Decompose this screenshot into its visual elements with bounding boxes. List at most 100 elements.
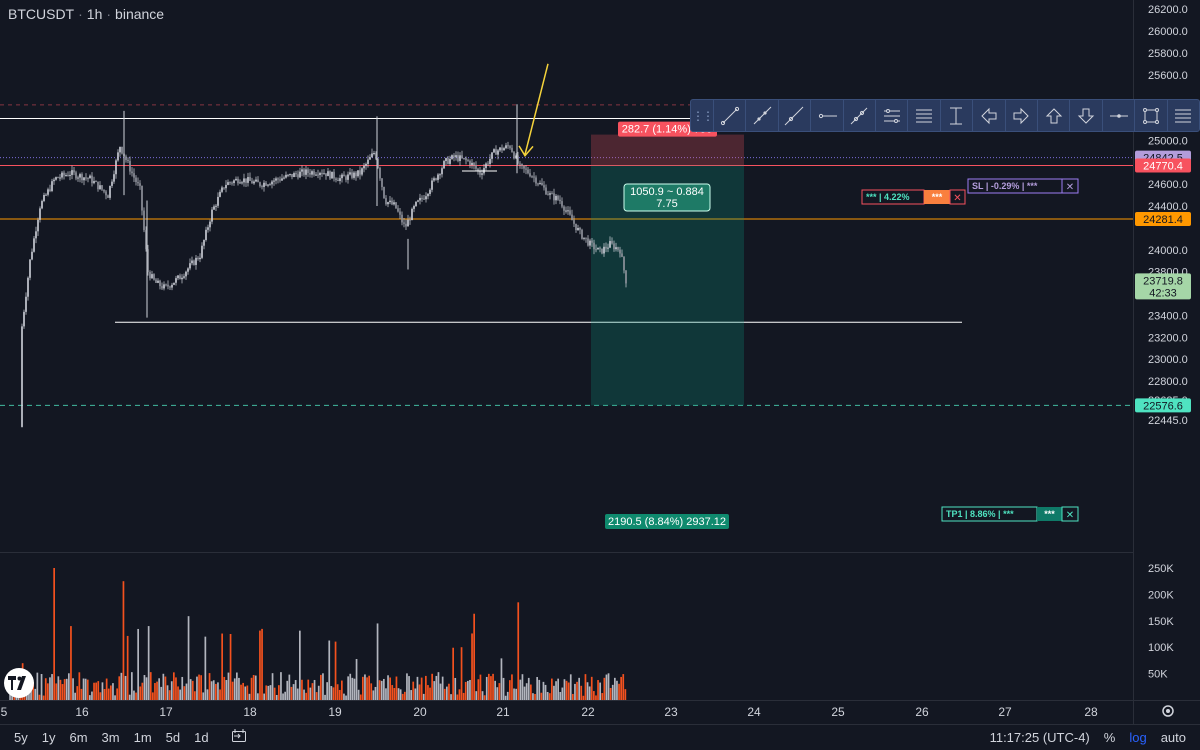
- candle-body: [567, 210, 569, 212]
- auto-toggle[interactable]: auto: [1160, 730, 1186, 745]
- candle-body: [617, 247, 619, 250]
- timeframe-3m[interactable]: 3m: [101, 730, 120, 745]
- timeframe-1d[interactable]: 1d: [194, 730, 209, 745]
- candle-body: [319, 172, 321, 176]
- candle-body: [619, 249, 621, 254]
- candle-body: [199, 257, 201, 260]
- parallel-channel-icon[interactable]: [874, 100, 907, 131]
- candle-body: [555, 195, 557, 201]
- arrow-right-icon[interactable]: [1004, 100, 1037, 131]
- volume-bar: [317, 685, 320, 700]
- volume-bar: [521, 674, 524, 700]
- arrow-up-icon[interactable]: [1037, 100, 1069, 131]
- volume-bar: [353, 678, 356, 700]
- volume-bar: [288, 674, 291, 700]
- time-tick-label: 5: [1, 705, 8, 719]
- horizontal-ray-icon[interactable]: [810, 100, 842, 131]
- volume-bar: [538, 679, 541, 700]
- timeframe-5d[interactable]: 5d: [165, 730, 181, 745]
- horizontal-line-icon[interactable]: [1101, 100, 1134, 131]
- candle-body: [597, 247, 599, 250]
- candle-body: [625, 270, 627, 284]
- clock-timezone[interactable]: 11:17:25 (UTC-4): [989, 730, 1090, 745]
- regression-trend-icon[interactable]: [907, 100, 939, 131]
- candle-body: [375, 153, 377, 159]
- entry-order-more-box[interactable]: [924, 190, 950, 204]
- candle-body: [585, 237, 587, 239]
- price-tick-label: 25800.0: [1148, 48, 1188, 60]
- ray-tool-icon[interactable]: [745, 100, 777, 131]
- candle-body: [79, 174, 81, 178]
- volume-bar: [519, 679, 522, 700]
- candle-body: [27, 277, 29, 297]
- volume-bar: [332, 687, 335, 700]
- timeframe-6m[interactable]: 6m: [69, 730, 88, 745]
- candle-body: [549, 193, 551, 195]
- candle-body: [153, 274, 155, 280]
- volume-bar: [124, 675, 127, 700]
- volume-bar: [278, 685, 280, 700]
- candle-body: [163, 284, 165, 289]
- tp-order-close-button[interactable]: [1061, 506, 1079, 522]
- candle-body: [233, 180, 235, 184]
- candle-body: [327, 171, 329, 177]
- tp-order-more-box[interactable]: [1037, 507, 1062, 521]
- fib-retracement-icon[interactable]: [1166, 100, 1199, 131]
- entry-order-close-button[interactable]: [949, 189, 966, 205]
- volume-bar: [412, 681, 415, 700]
- volume-bar: [49, 677, 51, 700]
- symbol-name[interactable]: BTCUSDT: [8, 6, 75, 22]
- timeframe-1y[interactable]: 1y: [41, 730, 56, 745]
- volume-bar: [534, 693, 536, 700]
- rectangle-icon[interactable]: [1134, 100, 1166, 131]
- drawing-toolbar[interactable]: ⋮⋮: [690, 99, 1200, 132]
- extended-line-icon[interactable]: [777, 100, 810, 131]
- volume-bar: [267, 685, 270, 700]
- tp-order-tag: TP1 | 8.86% | ***: [946, 509, 1014, 519]
- volume-bar: [122, 581, 125, 700]
- candle-body: [531, 176, 533, 178]
- volume-bar: [574, 683, 576, 700]
- candle-body: [437, 174, 439, 180]
- time-tick-label: 19: [328, 705, 342, 719]
- candle-body: [263, 182, 265, 187]
- volume-bar: [542, 681, 545, 700]
- candle-body: [313, 171, 315, 175]
- sl-order-close-button[interactable]: [1061, 178, 1079, 194]
- candle-body: [71, 170, 73, 175]
- candle-body: [391, 200, 393, 205]
- timeframe-1m[interactable]: 1m: [133, 730, 152, 745]
- log-toggle[interactable]: log: [1129, 730, 1147, 745]
- vertical-range-icon[interactable]: [939, 100, 972, 131]
- arrow-left-icon[interactable]: [972, 100, 1004, 131]
- volume-bar: [86, 679, 89, 700]
- candle-body: [101, 185, 103, 190]
- interval-label[interactable]: 1h: [86, 6, 103, 22]
- volume-bar: [72, 678, 74, 700]
- candle-body: [431, 180, 433, 190]
- position-center-label-1: 1050.9 ~ 0.884: [630, 186, 704, 198]
- toolbar-drag-handle-icon[interactable]: ⋮⋮: [691, 108, 714, 123]
- risk-zone[interactable]: [591, 134, 744, 166]
- line-tool-icon[interactable]: [712, 100, 745, 131]
- candle-body: [533, 176, 535, 178]
- timeframe-5y[interactable]: 5y: [14, 730, 28, 745]
- volume-bar: [206, 689, 209, 700]
- volume-bar: [517, 602, 520, 700]
- trend-angle-icon[interactable]: [842, 100, 875, 131]
- candle-body: [205, 229, 207, 240]
- candle-body: [361, 168, 363, 175]
- date-range-icon[interactable]: [231, 729, 247, 746]
- candle-body: [209, 221, 211, 228]
- arrow-down-icon[interactable]: [1069, 100, 1101, 131]
- candle-body: [561, 201, 563, 207]
- candle-body: [279, 179, 281, 181]
- candle-body: [507, 145, 509, 147]
- volume-bar: [91, 691, 93, 700]
- tradingview-logo[interactable]: [4, 668, 34, 698]
- percent-toggle[interactable]: %: [1103, 730, 1116, 745]
- arrow-annotation[interactable]: [524, 63, 549, 155]
- candle-body: [179, 275, 181, 280]
- settings-gear-icon[interactable]: [1162, 705, 1174, 717]
